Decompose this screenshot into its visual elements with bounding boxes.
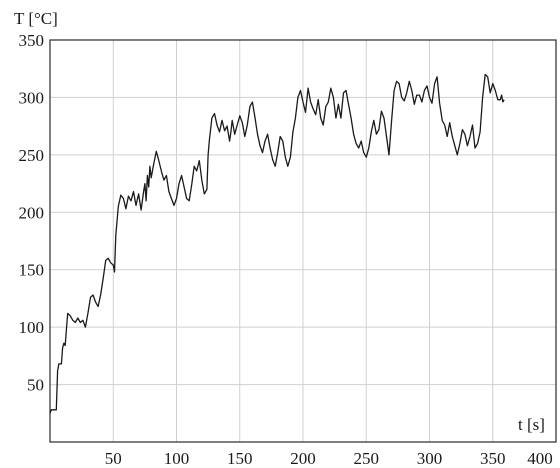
x-tick-label: 250 [354, 449, 380, 468]
y-tick-label: 350 [19, 31, 45, 50]
x-axis-ticks: 50 100 150 200 250 300 350 400 [105, 449, 553, 468]
x-tick-label: 100 [164, 449, 190, 468]
y-tick-label: 50 [27, 376, 44, 395]
temperature-series-line [50, 75, 504, 414]
y-tick-label: 150 [19, 261, 45, 280]
x-tick-label: 50 [105, 449, 122, 468]
y-tick-label: 250 [19, 146, 45, 165]
y-axis-ticks: 50 100 150 200 250 300 350 [19, 31, 45, 395]
x-tick-label: 350 [480, 449, 506, 468]
y-tick-label: 100 [19, 318, 45, 337]
x-tick-label: 200 [290, 449, 316, 468]
y-axis-label: T [°C] [14, 9, 58, 28]
y-tick-label: 300 [19, 88, 45, 107]
x-axis-label: t [s] [518, 415, 545, 434]
y-tick-label: 200 [19, 203, 45, 222]
x-tick-label: 300 [417, 449, 443, 468]
x-tick-label: 400 [527, 449, 553, 468]
x-tick-label: 150 [227, 449, 253, 468]
